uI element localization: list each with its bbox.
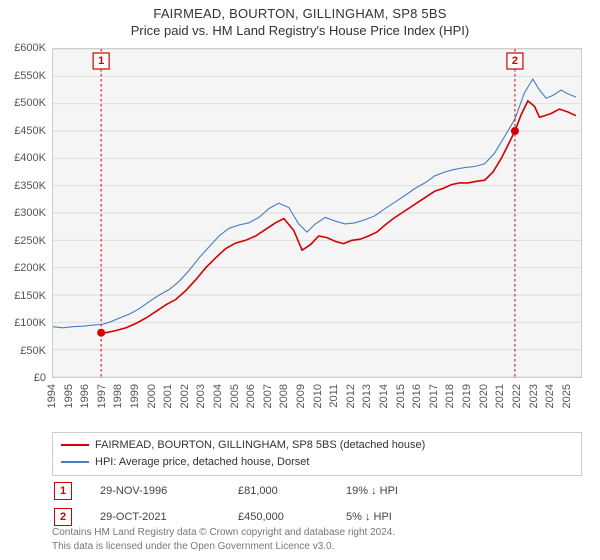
x-tick-label: 2004 [212, 384, 224, 408]
transaction-dot [511, 127, 519, 135]
legend-item: FAIRMEAD, BOURTON, GILLINGHAM, SP8 5BS (… [61, 437, 573, 454]
credit-line: Contains HM Land Registry data © Crown c… [52, 526, 582, 540]
x-tick-label: 2014 [378, 384, 390, 408]
title-block: FAIRMEAD, BOURTON, GILLINGHAM, SP8 5BS P… [0, 0, 600, 38]
x-tick-label: 2002 [179, 384, 191, 408]
transaction-diff: 19% ↓ HPI [346, 485, 446, 497]
y-tick-label: £350K [14, 180, 46, 192]
x-tick-label: 2025 [561, 384, 573, 408]
y-tick-label: £500K [14, 97, 46, 109]
legend-label: HPI: Average price, detached house, Dors… [95, 454, 309, 471]
x-tick-label: 2009 [295, 384, 307, 408]
x-tick-label: 2012 [345, 384, 357, 408]
transaction-price: £81,000 [238, 485, 318, 497]
legend-label: FAIRMEAD, BOURTON, GILLINGHAM, SP8 5BS (… [95, 437, 425, 454]
x-tick-label: 2023 [528, 384, 540, 408]
legend-item: HPI: Average price, detached house, Dors… [61, 454, 573, 471]
x-tick-label: 2011 [328, 384, 340, 408]
y-tick-label: £150K [14, 290, 46, 302]
x-tick-label: 2019 [461, 384, 473, 408]
y-tick-label: £600K [14, 42, 46, 54]
x-tick-label: 2008 [278, 384, 290, 408]
x-tick-label: 2015 [395, 384, 407, 408]
legend-swatch-blue [61, 461, 89, 463]
x-tick-label: 2021 [494, 384, 506, 408]
legend: FAIRMEAD, BOURTON, GILLINGHAM, SP8 5BS (… [52, 432, 582, 476]
transaction-marker-box: 1 [54, 482, 72, 500]
x-tick-label: 2010 [312, 384, 324, 408]
credit-block: Contains HM Land Registry data © Crown c… [52, 526, 582, 553]
y-tick-label: £250K [14, 235, 46, 247]
y-tick-label: £550K [14, 70, 46, 82]
transaction-price: £450,000 [238, 511, 318, 523]
x-tick-label: 2000 [146, 384, 158, 408]
title-line-1: FAIRMEAD, BOURTON, GILLINGHAM, SP8 5BS [0, 6, 600, 21]
series-hpi [53, 79, 576, 328]
transaction-date: 29-OCT-2021 [100, 511, 210, 523]
y-tick-label: £300K [14, 207, 46, 219]
credit-line: This data is licensed under the Open Gov… [52, 540, 582, 554]
y-tick-label: £50K [20, 345, 46, 357]
transaction-diff: 5% ↓ HPI [346, 511, 446, 523]
chart-root: { "titles": { "line1": "FAIRMEAD, BOURTO… [0, 0, 600, 560]
transaction-date: 29-NOV-1996 [100, 485, 210, 497]
title-line-2: Price paid vs. HM Land Registry's House … [0, 23, 600, 38]
y-tick-label: £100K [14, 317, 46, 329]
y-tick-label: £450K [14, 125, 46, 137]
y-tick-label: £400K [14, 152, 46, 164]
x-tick-label: 2018 [444, 384, 456, 408]
plot-area: 12 [52, 48, 582, 378]
x-tick-label: 2007 [262, 384, 274, 408]
legend-swatch-red [61, 444, 89, 446]
transaction-marker-box: 2 [54, 508, 72, 526]
x-tick-label: 2006 [245, 384, 257, 408]
transactions-table: 1 29-NOV-1996 £81,000 19% ↓ HPI 2 29-OCT… [52, 478, 582, 530]
x-tick-label: 2013 [361, 384, 373, 408]
y-tick-label: £200K [14, 262, 46, 274]
x-tick-label: 2022 [511, 384, 523, 408]
x-axis-labels: 1994199519961997199819992000200120022003… [52, 380, 582, 430]
x-tick-label: 2024 [544, 384, 556, 408]
transaction-flag-number: 1 [98, 55, 104, 67]
plot-svg: 12 [53, 49, 581, 377]
x-tick-label: 1998 [112, 384, 124, 408]
transaction-row: 1 29-NOV-1996 £81,000 19% ↓ HPI [52, 478, 582, 504]
x-tick-label: 1995 [63, 384, 75, 408]
y-tick-label: £0 [34, 372, 46, 384]
y-axis-labels: £0£50K£100K£150K£200K£250K£300K£350K£400… [0, 48, 50, 378]
x-tick-label: 2017 [428, 384, 440, 408]
x-tick-label: 2001 [162, 384, 174, 408]
x-tick-label: 2005 [229, 384, 241, 408]
x-tick-label: 1997 [96, 384, 108, 408]
x-tick-label: 1996 [79, 384, 91, 408]
x-tick-label: 2003 [195, 384, 207, 408]
x-tick-label: 2020 [478, 384, 490, 408]
transaction-dot [97, 329, 105, 337]
x-tick-label: 1994 [46, 384, 58, 408]
x-tick-label: 2016 [411, 384, 423, 408]
x-tick-label: 1999 [129, 384, 141, 408]
transaction-flag-number: 2 [512, 55, 518, 67]
